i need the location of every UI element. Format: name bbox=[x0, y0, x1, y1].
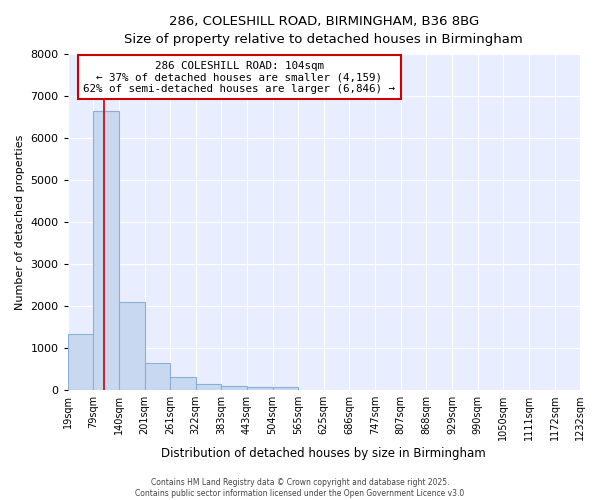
Bar bbox=[93, 110, 119, 390]
Bar bbox=[196, 384, 221, 390]
Text: Contains HM Land Registry data © Crown copyright and database right 2025.
Contai: Contains HM Land Registry data © Crown c… bbox=[136, 478, 464, 498]
Bar bbox=[170, 377, 196, 390]
Title: 286, COLESHILL ROAD, BIRMINGHAM, B36 8BG
Size of property relative to detached h: 286, COLESHILL ROAD, BIRMINGHAM, B36 8BG… bbox=[124, 15, 523, 46]
Bar bbox=[272, 387, 298, 390]
Bar bbox=[145, 363, 170, 390]
X-axis label: Distribution of detached houses by size in Birmingham: Distribution of detached houses by size … bbox=[161, 447, 486, 460]
Bar bbox=[221, 386, 247, 390]
Bar bbox=[119, 302, 145, 390]
Y-axis label: Number of detached properties: Number of detached properties bbox=[15, 134, 25, 310]
Bar bbox=[68, 334, 93, 390]
Text: 286 COLESHILL ROAD: 104sqm
← 37% of detached houses are smaller (4,159)
62% of s: 286 COLESHILL ROAD: 104sqm ← 37% of deta… bbox=[83, 61, 395, 94]
Bar bbox=[247, 387, 272, 390]
